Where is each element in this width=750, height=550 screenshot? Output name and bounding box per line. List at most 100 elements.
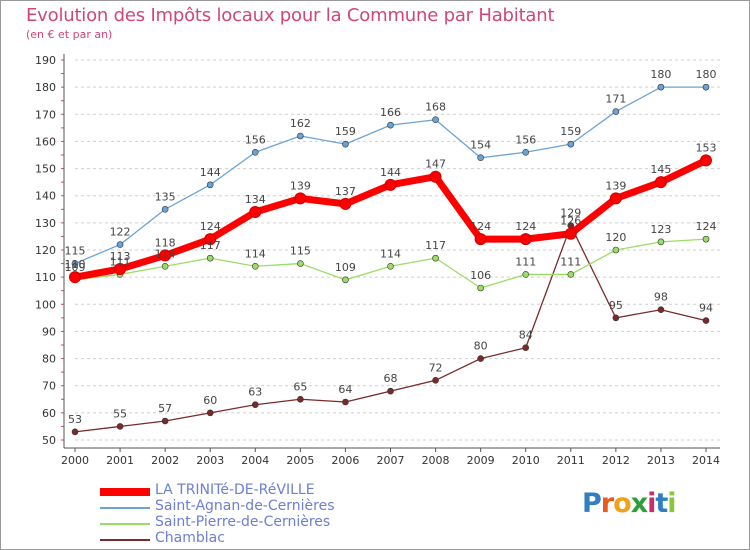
data-label: 63: [248, 386, 262, 399]
proxiti-logo: Proxiti: [582, 488, 677, 519]
data-point: [567, 140, 575, 148]
data-point: [612, 246, 620, 254]
data-label: 84: [519, 329, 533, 342]
data-label: 135: [155, 190, 176, 203]
x-tick-label: 2003: [196, 454, 224, 467]
y-tick-label: 120: [35, 244, 56, 257]
data-label: 153: [696, 141, 717, 154]
data-point: [657, 306, 665, 314]
x-tick-label: 2010: [512, 454, 540, 467]
data-point: [114, 263, 127, 275]
logo-letter: P: [582, 488, 602, 519]
data-label: 147: [425, 158, 446, 171]
chart-title: Evolution des Impôts locaux pour la Comm…: [26, 5, 555, 26]
data-label: 109: [65, 261, 86, 274]
data-label: 115: [290, 245, 311, 258]
data-label: 144: [380, 166, 401, 179]
data-point: [206, 409, 214, 417]
data-label: 98: [654, 291, 668, 304]
legend-label: Saint-Agnan-de-Cernières: [155, 498, 335, 514]
data-point: [251, 148, 259, 156]
series-group: [69, 83, 712, 436]
y-tick-label: 80: [42, 353, 56, 366]
data-label: 156: [515, 133, 536, 146]
data-label: 124: [470, 220, 491, 233]
data-label: 80: [474, 340, 488, 353]
y-tick-label: 110: [35, 271, 56, 284]
data-point: [251, 262, 259, 270]
y-tick-label: 130: [35, 217, 56, 230]
data-point: [387, 387, 394, 395]
y-axis-ticks: 50 60 70 80 90 100 110 120 130 140 150 160 170 180 190: [35, 54, 56, 447]
data-label: 106: [470, 269, 491, 282]
x-tick-label: 2009: [467, 454, 495, 467]
data-point: [161, 262, 169, 270]
y-tick-label: 100: [35, 298, 56, 311]
data-point: [116, 241, 124, 248]
data-label: 159: [560, 125, 581, 138]
data-point: [71, 428, 79, 436]
data-point: [342, 140, 349, 148]
data-label: 117: [425, 239, 446, 252]
data-label: 124: [515, 220, 536, 233]
data-point: [69, 271, 81, 284]
data-point: [519, 233, 532, 246]
data-label: 159: [335, 125, 356, 138]
data-label: 156: [245, 133, 266, 146]
x-tick-label: 2007: [377, 454, 405, 467]
legend-swatch: [100, 488, 150, 496]
data-label: 55: [113, 407, 127, 420]
data-label: 114: [380, 247, 401, 260]
data-label: 111: [110, 255, 131, 268]
data-label: 134: [245, 193, 266, 206]
data-point: [432, 254, 439, 262]
data-point: [339, 197, 352, 210]
data-label: 124: [696, 220, 717, 233]
data-label: 115: [65, 245, 86, 258]
data-point: [432, 116, 439, 124]
x-tick-label: 2011: [557, 454, 585, 467]
data-label: 114: [155, 247, 176, 260]
data-label: 144: [200, 166, 221, 179]
data-point: [297, 260, 304, 267]
data-point: [387, 262, 394, 270]
data-point: [71, 260, 79, 267]
data-label: 154: [470, 139, 491, 152]
data-point: [702, 317, 710, 324]
data-label: 60: [203, 394, 217, 407]
data-label: 53: [68, 413, 82, 426]
data-label: 162: [290, 117, 311, 130]
data-label: 120: [605, 231, 626, 244]
data-label: 166: [380, 106, 401, 119]
logo-letter: x: [630, 488, 648, 519]
data-point: [204, 233, 217, 246]
data-point: [657, 83, 665, 91]
data-point: [522, 344, 530, 352]
x-tick-label: 2001: [106, 454, 134, 467]
data-label: 171: [605, 93, 626, 106]
data-point: [522, 271, 530, 278]
data-point: [609, 192, 622, 205]
data-point: [161, 205, 169, 213]
x-tick-label: 2006: [331, 454, 359, 467]
data-label: 139: [605, 179, 626, 192]
logo-letter: t: [655, 488, 668, 519]
data-point: [477, 284, 484, 292]
data-point: [342, 276, 349, 284]
y-tick-label: 140: [35, 190, 56, 203]
data-label: 68: [384, 372, 398, 385]
data-label: 129: [560, 207, 581, 220]
data-point: [297, 395, 304, 403]
data-point: [206, 181, 214, 189]
data-point: [342, 398, 349, 406]
data-point: [297, 132, 304, 140]
y-tick-label: 180: [35, 81, 56, 94]
data-label: 57: [158, 402, 172, 415]
data-point: [612, 314, 620, 322]
logo-letter: o: [613, 488, 632, 519]
data-point: [477, 154, 484, 162]
data-point: [657, 238, 665, 246]
data-label: 123: [650, 223, 671, 236]
data-point: [522, 148, 530, 156]
